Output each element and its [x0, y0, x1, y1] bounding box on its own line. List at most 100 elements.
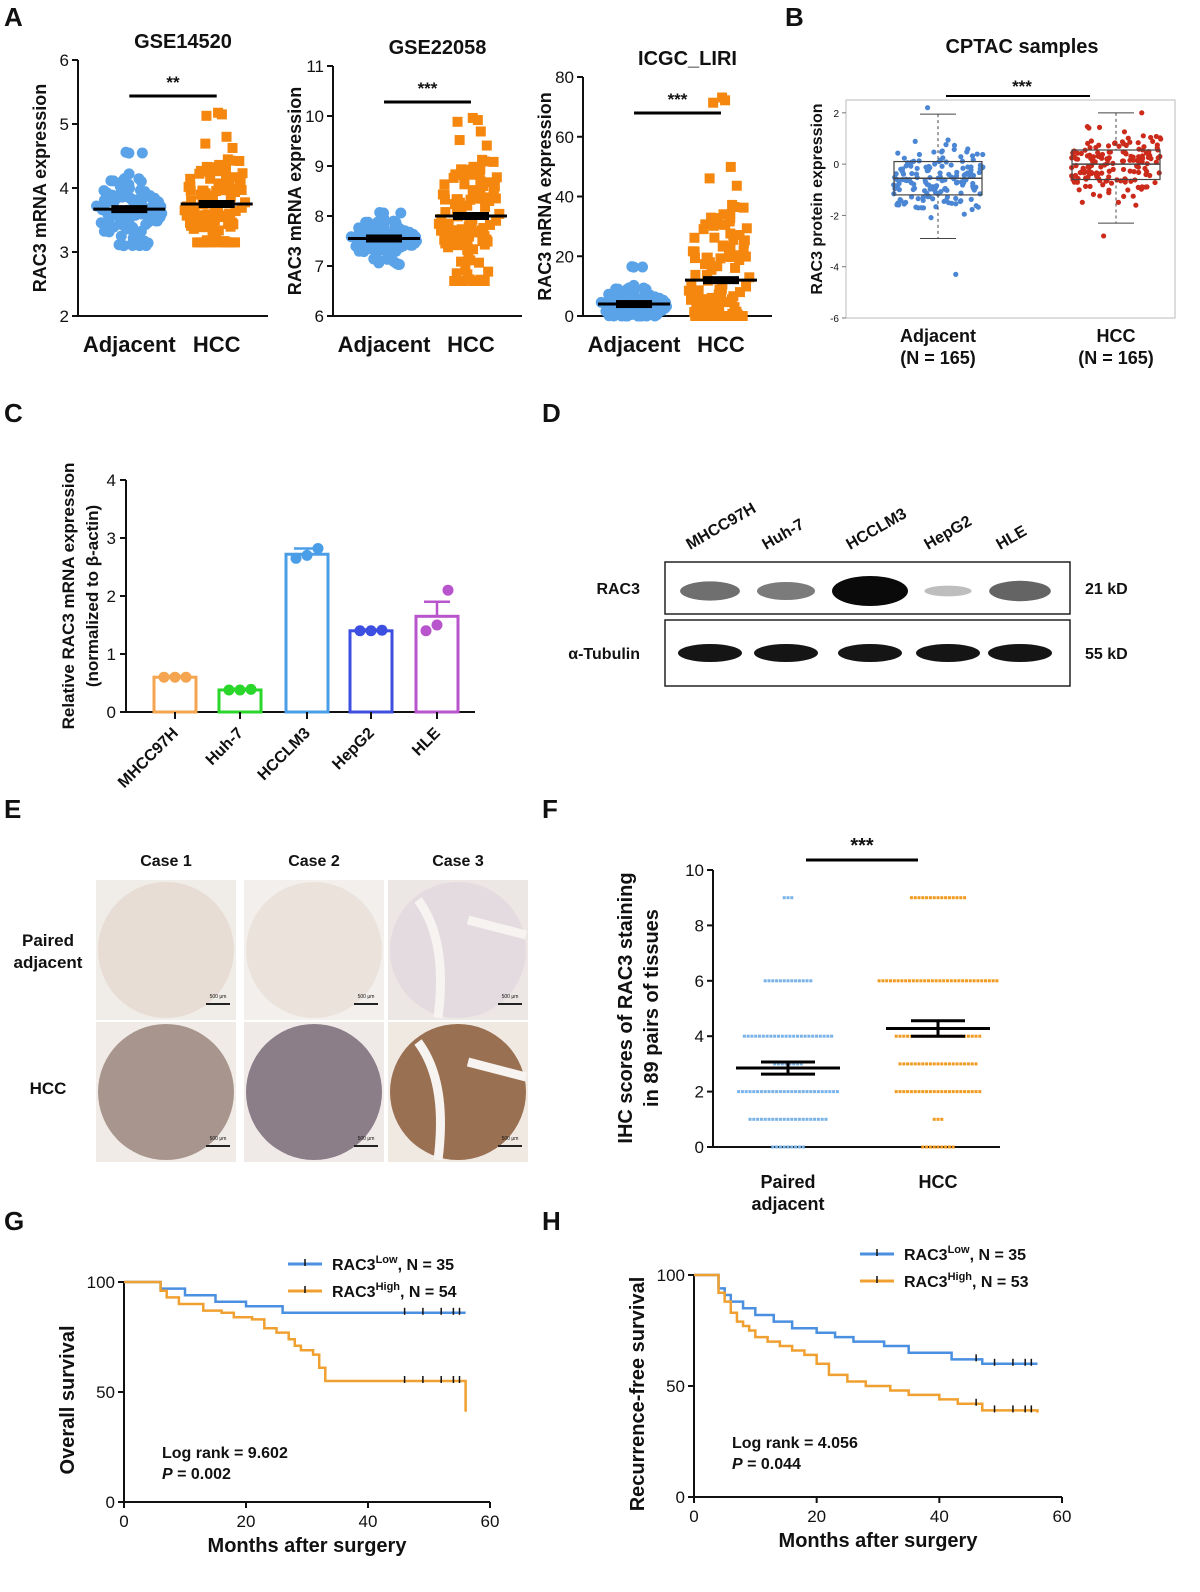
data-point — [420, 625, 432, 637]
data-point — [234, 155, 245, 166]
data-point — [799, 1034, 803, 1038]
data-point — [697, 294, 708, 305]
data-point — [1135, 164, 1142, 170]
data-point — [1127, 139, 1133, 145]
data-point — [388, 215, 400, 227]
panel-g-overall-survival-chart: 0 50 100 0 20 40 60 Months after surgery Overall… — [57, 1254, 499, 1557]
y-tick-label: -2 — [830, 211, 839, 222]
data-point — [723, 251, 734, 262]
data-point — [782, 1090, 786, 1094]
data-point — [925, 1062, 929, 1066]
panel-letter-a: A — [4, 2, 23, 32]
data-point — [792, 1062, 796, 1066]
data-point — [201, 110, 212, 121]
data-point — [775, 1145, 779, 1149]
data-point — [915, 196, 921, 202]
data-point — [813, 1090, 817, 1094]
data-point — [951, 1090, 955, 1094]
data-point — [734, 287, 745, 298]
data-point — [784, 1062, 788, 1066]
data-point — [944, 896, 948, 900]
data-point — [966, 1090, 970, 1094]
data-point — [214, 166, 225, 177]
data-point — [452, 240, 463, 251]
data-point — [906, 1034, 910, 1038]
data-point — [1110, 166, 1116, 172]
data-point — [376, 624, 388, 636]
scale-bar-label: 500 μm — [358, 1136, 375, 1142]
x-axis-label: Months after surgery — [208, 1535, 408, 1557]
scale-bar-label: 500 μm — [502, 994, 519, 1000]
lane-label: MHCC97H — [684, 500, 759, 553]
data-point — [771, 979, 775, 983]
data-point — [205, 173, 216, 184]
data-point — [221, 179, 232, 190]
data-point — [767, 979, 771, 983]
data-point — [932, 896, 936, 900]
data-point — [456, 256, 467, 267]
data-point — [892, 979, 896, 983]
y-tick-label: -6 — [830, 314, 839, 325]
data-point — [782, 896, 786, 900]
data-point — [220, 162, 231, 173]
data-point — [136, 147, 148, 159]
data-point — [1125, 187, 1131, 193]
x-tick-label: 0 — [119, 1512, 128, 1531]
data-point — [901, 201, 907, 207]
significance-stars: *** — [418, 79, 438, 98]
data-point — [440, 207, 451, 218]
data-point — [803, 1034, 807, 1038]
x-category-label: Adjacent — [338, 332, 432, 357]
data-point — [995, 979, 999, 983]
data-point — [968, 164, 974, 170]
data-point — [911, 979, 915, 983]
y-axis-label: RAC3 mRNA expression — [30, 84, 50, 292]
data-point — [914, 165, 920, 172]
data-point — [378, 212, 390, 224]
data-point — [991, 979, 995, 983]
data-point — [132, 194, 144, 206]
data-point — [208, 219, 219, 230]
data-point — [936, 1117, 940, 1121]
data-point — [119, 217, 131, 229]
data-point — [960, 182, 966, 188]
chart-title: CPTAC samples — [945, 36, 1098, 58]
sem-bar — [198, 200, 235, 208]
data-point — [467, 276, 478, 286]
data-point — [449, 199, 460, 210]
y-tick-label: 6 — [315, 307, 324, 326]
legend-series-name: RAC3 — [904, 1247, 948, 1264]
data-point — [748, 1090, 752, 1094]
data-point — [702, 252, 713, 263]
data-point — [169, 671, 181, 683]
y-tick-label: 50 — [96, 1383, 115, 1402]
ihc-tissue-core — [246, 882, 382, 1018]
data-point — [805, 979, 809, 983]
data-point — [1092, 159, 1098, 165]
data-point — [1108, 180, 1115, 186]
data-point — [835, 1090, 839, 1094]
x-category-label: HCC — [447, 332, 495, 357]
data-point — [744, 1090, 748, 1094]
data-point — [824, 1090, 828, 1094]
case-label: Case 3 — [432, 853, 484, 870]
data-point — [194, 168, 205, 179]
y-tick-label: 0 — [676, 1488, 685, 1507]
data-point — [185, 185, 196, 196]
data-point — [1087, 145, 1093, 151]
data-point — [195, 215, 206, 226]
data-point — [902, 1034, 906, 1038]
data-point — [813, 1117, 817, 1121]
data-point — [1087, 183, 1093, 190]
sem-bar — [111, 205, 148, 214]
data-point — [128, 227, 140, 239]
data-point — [782, 979, 786, 983]
data-point — [730, 262, 741, 273]
data-point — [771, 1145, 775, 1149]
data-point — [748, 1117, 752, 1121]
data-point — [928, 1145, 932, 1149]
data-point — [916, 151, 923, 158]
data-point — [142, 216, 154, 228]
annotation-logrank: Log rank = 4.056 — [732, 1435, 858, 1452]
